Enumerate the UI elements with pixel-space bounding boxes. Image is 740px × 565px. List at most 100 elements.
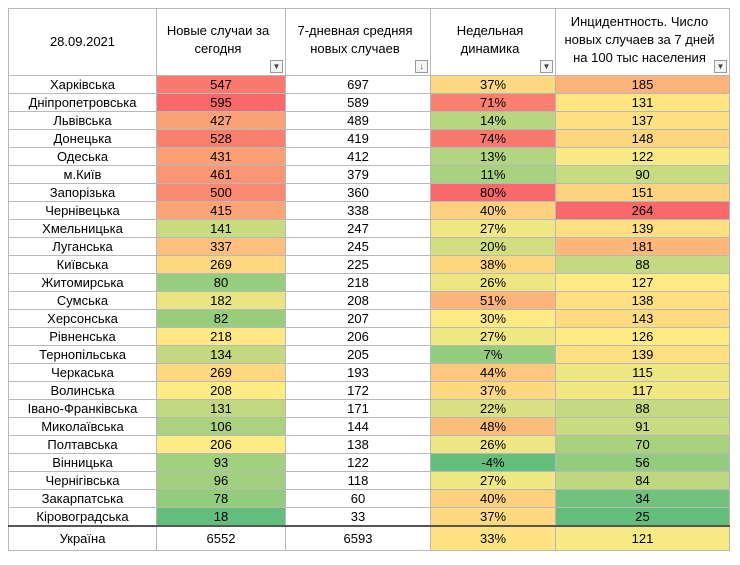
avg7-cell[interactable]: 697 [285,75,431,94]
new-cases-cell[interactable]: 208 [156,381,286,400]
incidence-cell[interactable]: 91 [555,417,730,436]
new-cases-cell[interactable]: 80 [156,273,286,292]
region-cell[interactable]: Черкаська [8,363,157,382]
new-cases-cell[interactable]: 206 [156,435,286,454]
dynamics-cell[interactable]: 13% [430,147,556,166]
region-cell[interactable]: Харківська [8,75,157,94]
region-cell[interactable]: Донецька [8,129,157,148]
avg7-cell[interactable]: 379 [285,165,431,184]
incidence-cell[interactable]: 88 [555,399,730,418]
new-cases-cell[interactable]: 141 [156,219,286,238]
dynamics-cell[interactable]: 27% [430,471,556,490]
filter-dropdown-icon[interactable]: ▼ [540,60,553,73]
incidence-cell[interactable]: 90 [555,165,730,184]
region-cell[interactable]: Одеська [8,147,157,166]
avg7-cell[interactable]: 412 [285,147,431,166]
incidence-cell[interactable]: 56 [555,453,730,472]
incidence-cell[interactable]: 88 [555,255,730,274]
region-cell[interactable]: Луганська [8,237,157,256]
region-cell[interactable]: Полтавська [8,435,157,454]
avg7-cell[interactable]: 360 [285,183,431,202]
new-cases-header[interactable]: Новые случаи за сегодня ▼ [156,8,286,76]
dynamics-cell[interactable]: 44% [430,363,556,382]
new-cases-cell[interactable]: 106 [156,417,286,436]
region-cell[interactable]: Львівська [8,111,157,130]
region-cell[interactable]: м.Київ [8,165,157,184]
avg7-cell[interactable]: 589 [285,93,431,112]
new-cases-cell[interactable]: 82 [156,309,286,328]
avg7-cell[interactable]: 218 [285,273,431,292]
new-cases-cell[interactable]: 595 [156,93,286,112]
dynamics-cell[interactable]: 37% [430,507,556,527]
incidence-cell[interactable]: 148 [555,129,730,148]
new-cases-cell[interactable]: 269 [156,255,286,274]
dynamics-cell[interactable]: 27% [430,219,556,238]
avg7-cell[interactable]: 60 [285,489,431,508]
avg7-cell[interactable]: 207 [285,309,431,328]
region-cell[interactable]: Житомирська [8,273,157,292]
avg7-cell[interactable]: 247 [285,219,431,238]
dynamics-cell[interactable]: 40% [430,489,556,508]
avg7-cell[interactable]: 172 [285,381,431,400]
region-cell[interactable]: Чернівецька [8,201,157,220]
total-cases-cell[interactable]: 6552 [156,525,286,551]
new-cases-cell[interactable]: 337 [156,237,286,256]
filter-dropdown-icon[interactable]: ▼ [714,60,727,73]
incidence-cell[interactable]: 84 [555,471,730,490]
new-cases-cell[interactable]: 131 [156,399,286,418]
dynamics-cell[interactable]: 74% [430,129,556,148]
avg7-cell[interactable]: 122 [285,453,431,472]
new-cases-cell[interactable]: 182 [156,291,286,310]
new-cases-cell[interactable]: 547 [156,75,286,94]
incidence-cell[interactable]: 126 [555,327,730,346]
dynamics-cell[interactable]: 48% [430,417,556,436]
new-cases-cell[interactable]: 431 [156,147,286,166]
region-cell[interactable]: Тернопільська [8,345,157,364]
weekly-dynamics-header[interactable]: Недельная динамика ▼ [430,8,556,76]
dynamics-cell[interactable]: 38% [430,255,556,274]
new-cases-cell[interactable]: 269 [156,363,286,382]
new-cases-cell[interactable]: 218 [156,327,286,346]
dynamics-cell[interactable]: 30% [430,309,556,328]
region-cell[interactable]: Закарпатська [8,489,157,508]
incidence-cell[interactable]: 34 [555,489,730,508]
incidence-cell[interactable]: 131 [555,93,730,112]
incidence-cell[interactable]: 264 [555,201,730,220]
incidence-cell[interactable]: 70 [555,435,730,454]
avg7-cell[interactable]: 206 [285,327,431,346]
new-cases-cell[interactable]: 500 [156,183,286,202]
incidence-cell[interactable]: 122 [555,147,730,166]
dynamics-cell[interactable]: 71% [430,93,556,112]
avg7-cell[interactable]: 205 [285,345,431,364]
new-cases-cell[interactable]: 18 [156,507,286,527]
new-cases-cell[interactable]: 415 [156,201,286,220]
avg7-cell[interactable]: 489 [285,111,431,130]
region-cell[interactable]: Запорізька [8,183,157,202]
incidence-header[interactable]: Инцидентность. Число новых случаев за 7 … [555,8,730,76]
incidence-cell[interactable]: 139 [555,345,730,364]
region-cell[interactable]: Миколаївська [8,417,157,436]
total-incidence-cell[interactable]: 121 [555,525,730,551]
incidence-cell[interactable]: 25 [555,507,730,527]
avg7-cell[interactable]: 138 [285,435,431,454]
incidence-cell[interactable]: 139 [555,219,730,238]
dynamics-cell[interactable]: -4% [430,453,556,472]
dynamics-cell[interactable]: 11% [430,165,556,184]
total-avg7-cell[interactable]: 6593 [285,525,431,551]
region-cell[interactable]: Дніпропетровська [8,93,157,112]
avg7-cell[interactable]: 225 [285,255,431,274]
total-region-cell[interactable]: Україна [8,525,157,551]
total-dynamics-cell[interactable]: 33% [430,525,556,551]
new-cases-cell[interactable]: 78 [156,489,286,508]
region-cell[interactable]: Волинська [8,381,157,400]
incidence-cell[interactable]: 151 [555,183,730,202]
sort-descending-icon[interactable]: ↓ [415,60,428,73]
region-cell[interactable]: Сумська [8,291,157,310]
region-cell[interactable]: Рівненська [8,327,157,346]
avg7-header[interactable]: 7-дневная средняя новых случаев ↓ [285,8,431,76]
region-cell[interactable]: Київська [8,255,157,274]
avg7-cell[interactable]: 245 [285,237,431,256]
avg7-cell[interactable]: 419 [285,129,431,148]
avg7-cell[interactable]: 118 [285,471,431,490]
dynamics-cell[interactable]: 37% [430,381,556,400]
